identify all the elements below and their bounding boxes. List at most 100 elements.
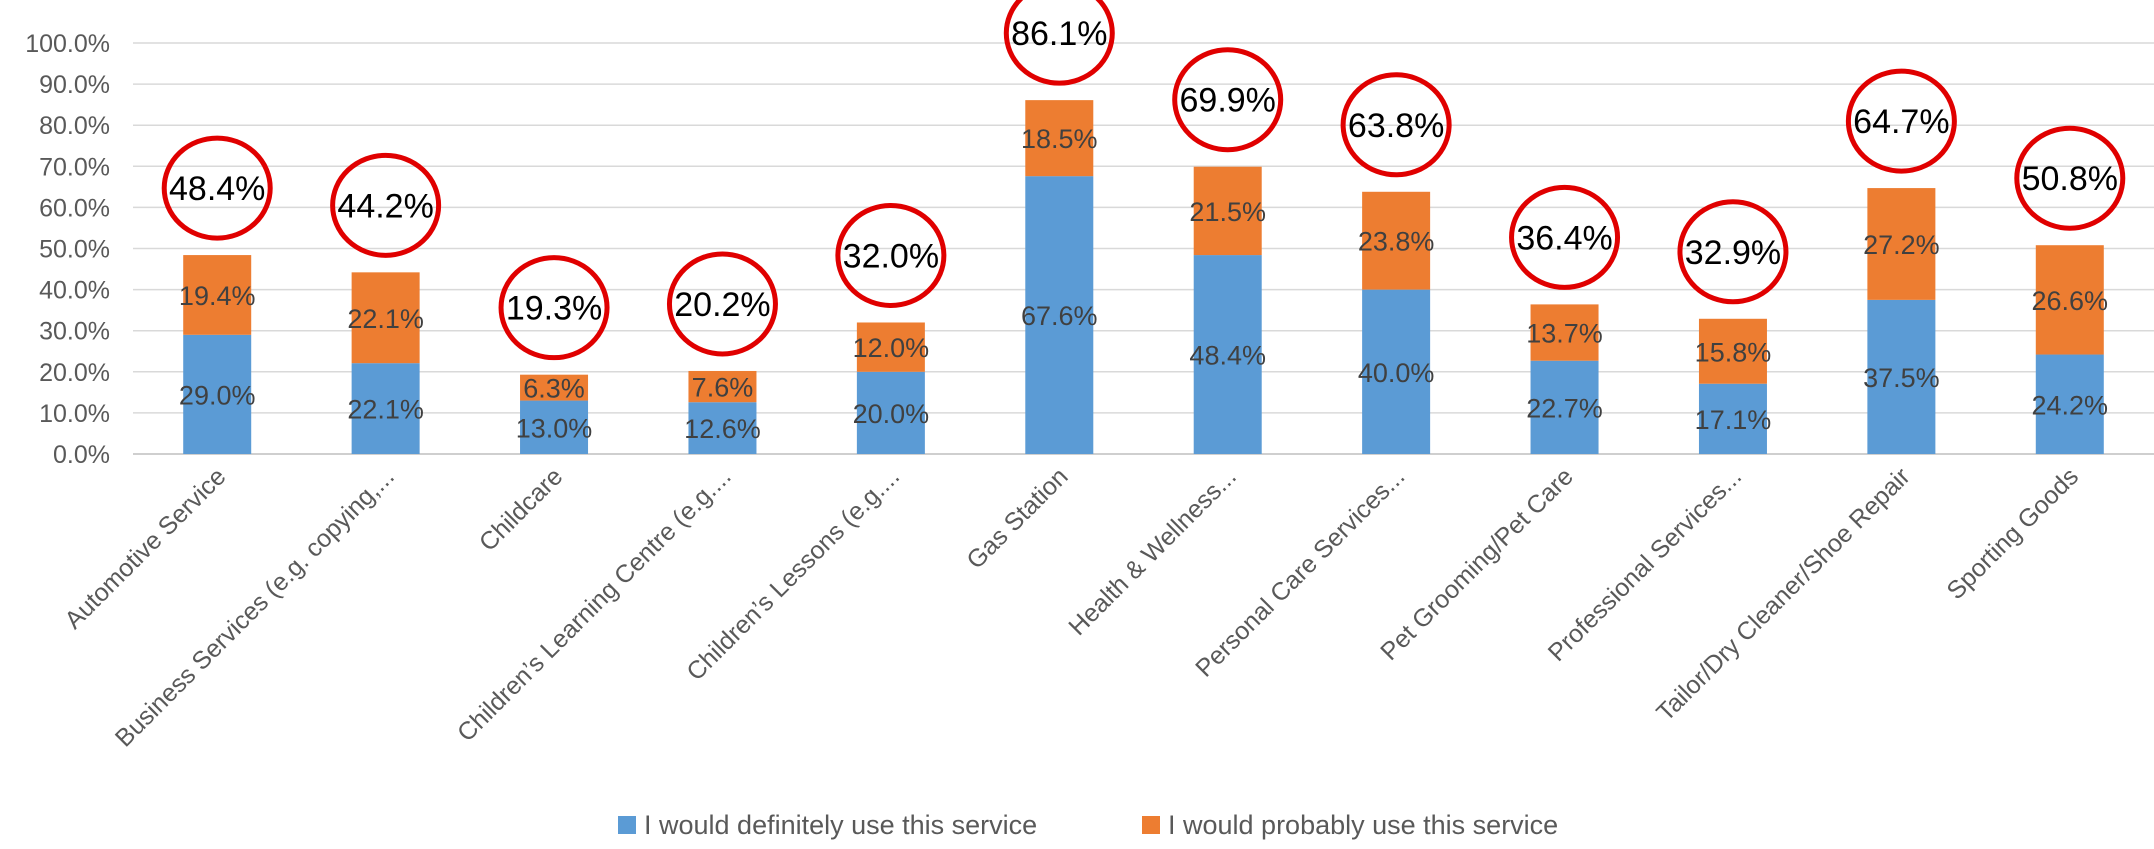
bars: 29.0% 19.4% 22.1% 22.1% 13.0% 6.3% 12.6% 7.6% 20…	[179, 100, 2108, 454]
data-label: 22.1%	[347, 304, 424, 334]
y-tick-label: 100.0%	[25, 30, 110, 58]
y-tick-label: 40.0%	[39, 277, 110, 305]
legend-label-definitely: I would definitely use this service	[644, 810, 1037, 840]
bar-probably	[183, 255, 252, 335]
bar-definitely	[688, 402, 757, 454]
y-tick-label: 80.0%	[39, 112, 110, 140]
bar-probably	[351, 272, 420, 364]
data-label: 15.8%	[1695, 337, 1772, 367]
bar-probably	[520, 374, 589, 401]
y-tick-label: 50.0%	[39, 236, 110, 264]
total-circle	[1003, 0, 1115, 86]
data-label: 17.1%	[1695, 405, 1772, 435]
bar-probably	[1530, 304, 1599, 361]
category-label: Sporting Goods	[1941, 462, 2084, 605]
total-annotations: 48.4% 44.2% 19.3% 20.2% 32.0% 86.1% 69.9% 63.8%…	[161, 0, 2126, 361]
data-label: 19.4%	[179, 281, 256, 311]
data-label: 13.7%	[1526, 319, 1603, 349]
y-tick-label: 70.0%	[39, 153, 110, 181]
category-label: Childcare	[474, 462, 568, 556]
bar-probably	[1025, 100, 1094, 177]
category-label: Gas Station	[961, 462, 1073, 574]
total-circle	[1340, 72, 1452, 178]
bar-probably	[1362, 191, 1431, 290]
data-label: 48.4%	[1189, 341, 1266, 371]
total-circle	[1677, 199, 1789, 305]
total-circle	[835, 202, 947, 308]
data-label: 67.6%	[1021, 301, 1098, 331]
legend-swatch-definitely	[618, 816, 636, 834]
legend-label-probably: I would probably use this service	[1168, 810, 1558, 840]
data-label: 6.3%	[523, 374, 585, 404]
total-label: 32.0%	[843, 237, 939, 275]
bar-probably	[688, 370, 757, 403]
bar-probably	[1698, 318, 1767, 384]
y-tick-label: 0.0%	[53, 441, 110, 469]
data-label: 18.5%	[1021, 124, 1098, 154]
total-circle	[2014, 125, 2126, 231]
bar-definitely	[351, 363, 420, 454]
y-tick-label: 90.0%	[39, 71, 110, 99]
bar-definitely	[1025, 176, 1094, 454]
bar-definitely	[1698, 383, 1767, 454]
total-circle	[161, 135, 273, 241]
bar-definitely	[183, 334, 252, 454]
data-label: 22.1%	[347, 395, 424, 425]
data-label: 20.0%	[853, 399, 930, 429]
data-label: 12.6%	[684, 414, 761, 444]
category-label: Pet Grooming/Pet Care	[1375, 462, 1579, 666]
data-label: 22.7%	[1526, 393, 1603, 423]
category-label: Children’s Learning Centre (e.g....	[452, 462, 737, 747]
category-label: Professional Services...	[1543, 462, 1748, 667]
data-label: 26.6%	[2032, 286, 2109, 316]
gridlines	[133, 42, 2154, 455]
category-label: Health & Wellness...	[1063, 462, 1242, 641]
bar-definitely	[520, 400, 589, 454]
total-label: 20.2%	[674, 286, 770, 324]
bar-probably	[2035, 245, 2104, 355]
bar-definitely	[856, 371, 925, 454]
data-label: 40.0%	[1358, 358, 1435, 388]
bar-definitely	[2035, 354, 2104, 454]
total-circle	[1845, 68, 1957, 174]
total-label: 48.4%	[169, 170, 265, 208]
data-label: 23.8%	[1358, 227, 1435, 257]
total-circle	[1172, 47, 1284, 153]
total-circle	[330, 152, 442, 258]
total-label: 50.8%	[2022, 160, 2118, 198]
legend: I would definitely use this service I wou…	[618, 810, 1558, 840]
total-label: 36.4%	[1516, 219, 1612, 257]
data-label: 24.2%	[2032, 390, 2109, 420]
data-label: 21.5%	[1189, 197, 1266, 227]
y-axis: 0.0% 10.0% 20.0% 30.0% 40.0% 50.0% 60.0% 70.0% 8…	[25, 30, 110, 469]
total-label: 32.9%	[1685, 234, 1781, 272]
data-label: 12.0%	[853, 333, 930, 363]
total-circle	[1509, 184, 1621, 290]
bar-definitely	[1530, 360, 1599, 454]
data-label: 37.5%	[1863, 363, 1940, 393]
y-tick-label: 20.0%	[39, 359, 110, 387]
bar-definitely	[1867, 299, 1936, 454]
category-label: Automotive Service	[59, 462, 231, 634]
total-label: 69.9%	[1180, 82, 1276, 120]
legend-swatch-probably	[1142, 816, 1160, 834]
y-tick-label: 30.0%	[39, 318, 110, 346]
total-circle	[666, 251, 778, 357]
data-label: 27.2%	[1863, 230, 1940, 260]
total-label: 86.1%	[1011, 15, 1107, 53]
total-label: 44.2%	[337, 187, 433, 225]
category-label: Business Services (e.g. copying,...	[110, 462, 400, 752]
bar-probably	[1193, 166, 1262, 256]
bar-probably	[856, 322, 925, 372]
bar-probably	[1867, 188, 1936, 300]
data-label: 7.6%	[692, 373, 754, 403]
data-label: 13.0%	[516, 413, 593, 443]
y-tick-label: 60.0%	[39, 194, 110, 222]
data-label: 29.0%	[179, 380, 256, 410]
y-tick-label: 10.0%	[39, 400, 110, 428]
bar-definitely	[1362, 289, 1431, 454]
total-label: 64.7%	[1853, 103, 1949, 141]
total-label: 63.8%	[1348, 107, 1444, 145]
